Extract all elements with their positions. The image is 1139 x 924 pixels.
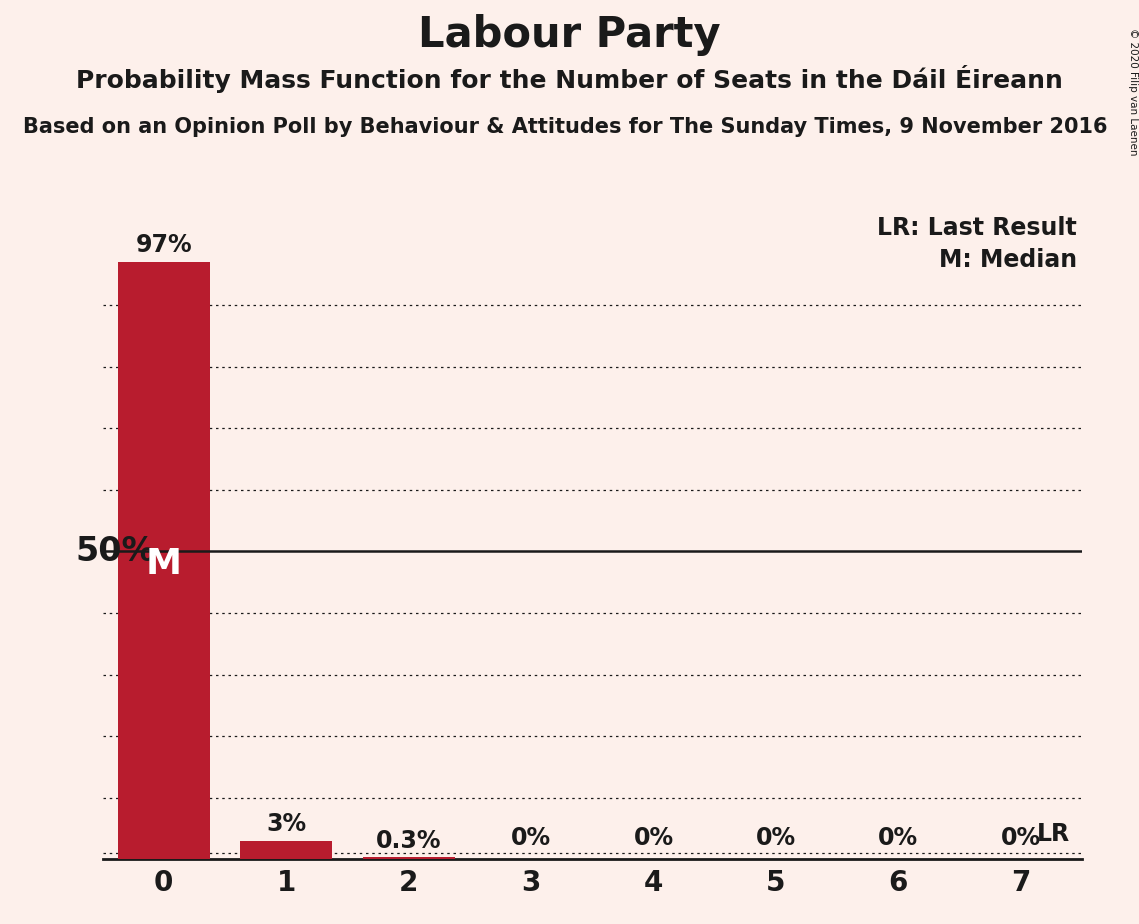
Text: 50%: 50%: [76, 535, 156, 568]
Bar: [117, 261, 210, 859]
Text: 97%: 97%: [136, 233, 192, 257]
Text: Labour Party: Labour Party: [418, 14, 721, 55]
Text: 0%: 0%: [756, 826, 796, 850]
Text: Probability Mass Function for the Number of Seats in the Dáil Éireann: Probability Mass Function for the Number…: [76, 65, 1063, 92]
Text: 0%: 0%: [633, 826, 673, 850]
Bar: [362, 857, 454, 859]
Bar: [240, 841, 333, 859]
Text: © 2020 Filip van Laenen: © 2020 Filip van Laenen: [1129, 28, 1138, 155]
Text: Based on an Opinion Poll by Behaviour & Attitudes for The Sunday Times, 9 Novemb: Based on an Opinion Poll by Behaviour & …: [23, 117, 1107, 138]
Text: LR: Last Result: LR: Last Result: [877, 216, 1077, 239]
Text: 0%: 0%: [511, 826, 551, 850]
Text: M: Median: M: Median: [939, 249, 1077, 272]
Text: LR: LR: [1036, 821, 1070, 845]
Text: M: M: [146, 547, 182, 580]
Text: 3%: 3%: [267, 812, 306, 836]
Text: 0.3%: 0.3%: [376, 829, 442, 853]
Text: 0%: 0%: [878, 826, 918, 850]
Text: 0%: 0%: [1001, 826, 1041, 850]
